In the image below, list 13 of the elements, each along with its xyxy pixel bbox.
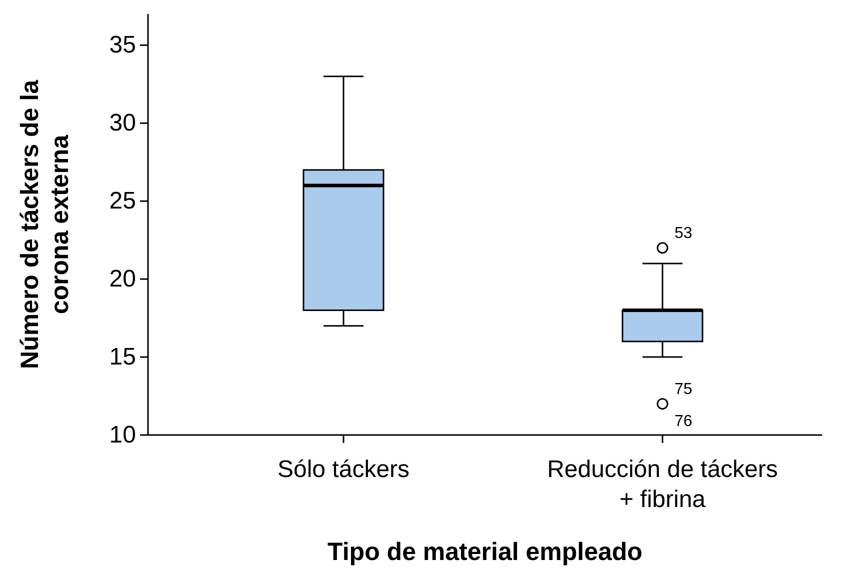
x-tick-label: Sólo táckers bbox=[277, 456, 410, 483]
y-tick-label: 30 bbox=[109, 110, 136, 137]
y-axis-title: Número de táckers de la corona externa bbox=[16, 78, 74, 370]
annotation: 75 bbox=[674, 380, 692, 398]
annotation: 53 bbox=[674, 224, 692, 242]
y-tick-label: 35 bbox=[109, 32, 136, 59]
y-tick-label: 10 bbox=[109, 422, 136, 448]
x-tick-label: Reducción de táckers + fibrina bbox=[547, 456, 778, 513]
y-tick-label: 25 bbox=[109, 188, 136, 215]
y-tick-label: 15 bbox=[109, 344, 136, 371]
x-axis-title: Tipo de material empleado bbox=[328, 538, 642, 566]
y-tick-label: 20 bbox=[109, 266, 136, 293]
annotation: 76 bbox=[674, 412, 692, 430]
